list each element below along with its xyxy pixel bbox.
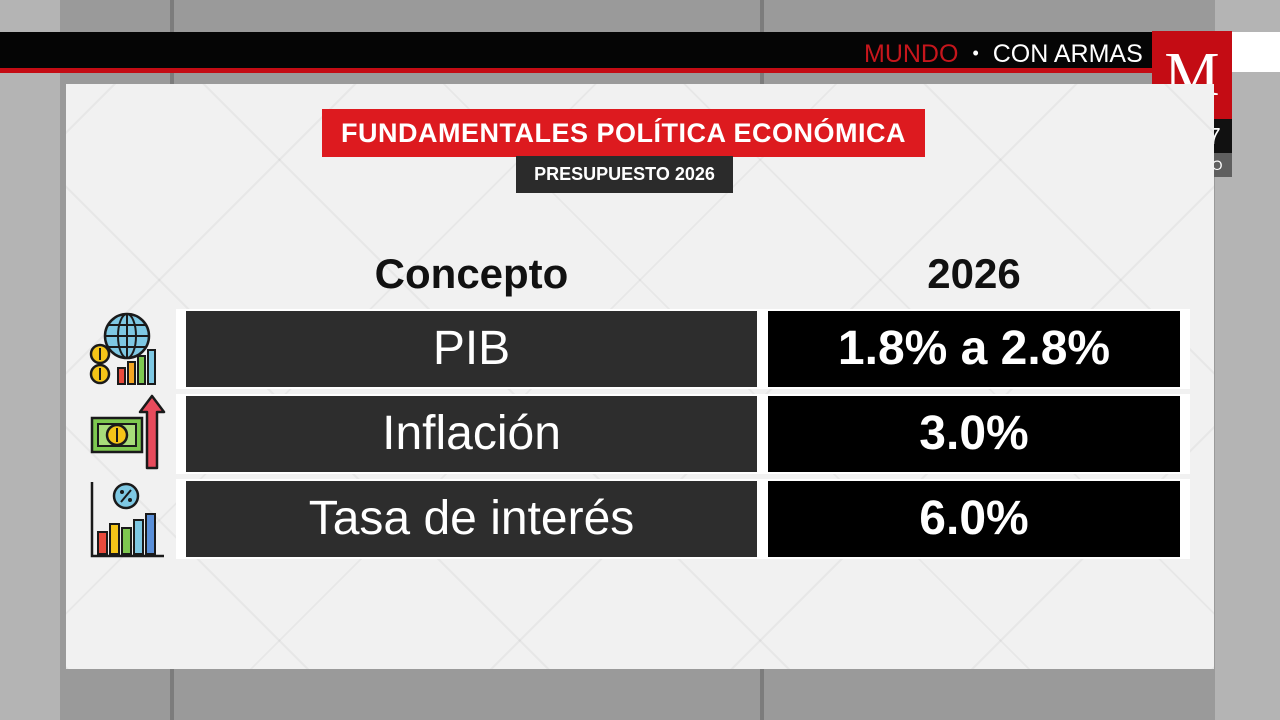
- row-value-inflacion: 3.0%: [768, 396, 1180, 472]
- ticker-text: MUNDO • CON ARMAS: [864, 32, 1143, 72]
- percent-bar-chart-icon: [90, 482, 164, 558]
- row-label-tasa-de-interes: Tasa de interés: [186, 481, 757, 557]
- row-value-tasa-de-interes: 6.0%: [768, 481, 1180, 557]
- ticker-red-line: [0, 68, 1160, 73]
- background-strip: [0, 0, 60, 720]
- row-label-pib: PIB: [186, 311, 757, 387]
- column-header-year: 2026: [927, 250, 1021, 297]
- row-value-pib: 1.8% a 2.8%: [768, 311, 1180, 387]
- graphic-subtitle: PRESUPUESTO 2026: [516, 156, 733, 193]
- news-ticker: MUNDO • CON ARMAS: [0, 32, 1152, 72]
- ticker-headline: CON ARMAS: [992, 40, 1143, 68]
- ticker-category: MUNDO: [864, 40, 959, 68]
- ticker-separator: •: [972, 43, 979, 63]
- column-header-concept: Concepto: [374, 250, 569, 297]
- ticker-right-block: [1232, 32, 1280, 72]
- graphic-title: FUNDAMENTALES POLÍTICA ECONÓMICA: [322, 109, 925, 157]
- money-rising-arrow-icon: [90, 394, 166, 470]
- row-label-inflacion: Inflación: [186, 396, 757, 472]
- globe-growth-chart-icon: [89, 312, 156, 385]
